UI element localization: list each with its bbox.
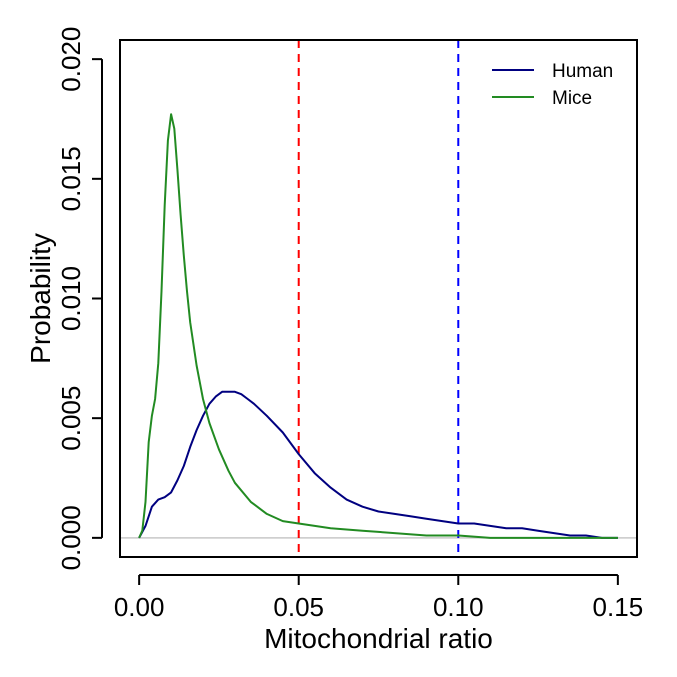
x-tick-label: 0.05 (273, 592, 324, 622)
x-axis: 0.00 0.05 0.10 0.15 (114, 574, 644, 622)
legend-label-human: Human (552, 61, 613, 82)
x-tick-label: 0.00 (114, 592, 165, 622)
legend-label-mice: Mice (552, 88, 592, 109)
y-tick-label: 0.015 (56, 146, 86, 211)
y-axis-title: Probability (25, 233, 56, 364)
x-tick-label: 0.10 (433, 592, 484, 622)
series-lines (138, 113, 618, 539)
x-axis-title: Mitochondrial ratio (264, 623, 493, 654)
y-axis: 0.000 0.005 0.010 0.015 0.020 (56, 27, 103, 570)
reference-lines (120, 40, 637, 557)
y-tick-label: 0.000 (56, 505, 86, 570)
y-tick-label: 0.005 (56, 386, 86, 451)
series-line-human (138, 390, 618, 539)
plot-frame (119, 39, 638, 558)
series-line-mice (138, 113, 618, 539)
legend: Human Mice (492, 61, 613, 109)
x-tick-label: 0.15 (593, 592, 644, 622)
y-tick-label: 0.020 (56, 27, 86, 92)
y-tick-label: 0.010 (56, 266, 86, 331)
